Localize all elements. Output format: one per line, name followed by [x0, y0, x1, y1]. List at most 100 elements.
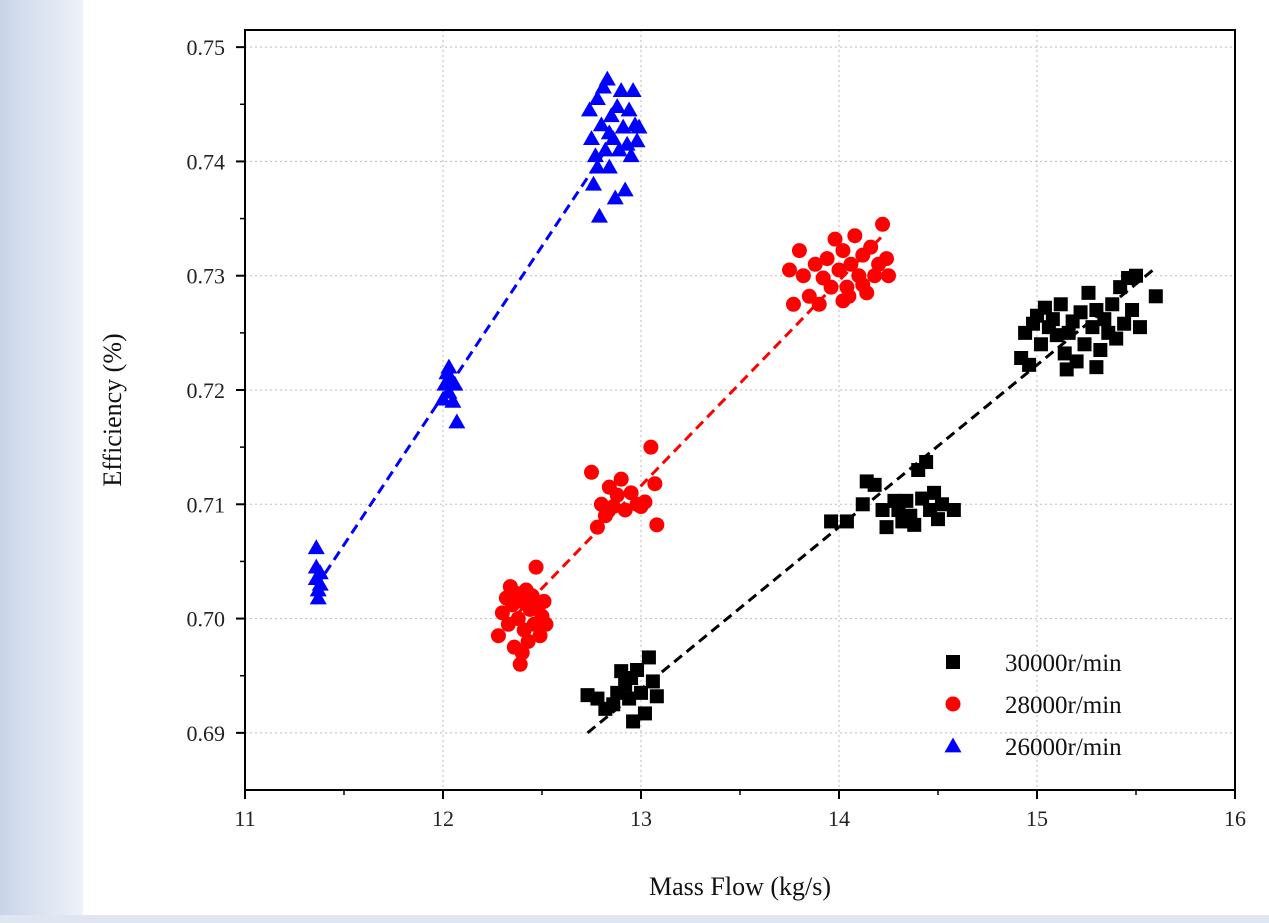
- bottom-strip: [0, 915, 1269, 923]
- data-point: [630, 118, 648, 134]
- data-point: [311, 575, 329, 591]
- data-point: [1132, 320, 1147, 335]
- data-point: [588, 90, 606, 105]
- data-point: [605, 499, 621, 515]
- legend-marker-1: [946, 655, 960, 669]
- data-point: [446, 375, 464, 391]
- data-point: [643, 439, 659, 455]
- series-1-points: [580, 268, 1163, 729]
- data-point: [538, 616, 554, 632]
- data-point: [1117, 316, 1132, 331]
- data-point: [590, 207, 608, 223]
- data-point: [807, 256, 823, 272]
- y-tick-label: 0.75: [187, 35, 226, 60]
- data-point: [637, 494, 653, 510]
- data-point: [879, 520, 894, 535]
- data-point: [1089, 360, 1104, 375]
- data-point: [785, 296, 801, 312]
- data-point: [855, 497, 870, 512]
- data-point: [600, 124, 618, 140]
- data-point: [634, 685, 648, 700]
- x-tick-label: 14: [828, 806, 850, 831]
- data-point: [946, 503, 961, 517]
- y-tick-label: 0.73: [187, 264, 226, 289]
- data-point: [823, 279, 839, 295]
- data-point: [1148, 289, 1163, 304]
- data-point: [584, 464, 599, 480]
- data-point: [1085, 320, 1100, 335]
- data-point: [875, 216, 891, 232]
- data-point: [448, 413, 466, 429]
- data-point: [630, 663, 645, 677]
- data-point: [594, 78, 612, 94]
- x-tick-label: 15: [1026, 806, 1048, 831]
- data-point: [819, 251, 835, 267]
- data-point: [919, 455, 934, 469]
- data-point: [1037, 300, 1052, 315]
- data-point: [592, 116, 610, 132]
- data-point: [536, 593, 552, 609]
- data-point: [1022, 357, 1037, 372]
- data-point: [606, 697, 621, 712]
- y-tick-label: 0.74: [187, 149, 226, 174]
- data-point: [610, 141, 628, 157]
- data-point: [934, 497, 949, 512]
- data-point: [831, 262, 847, 278]
- fit-line-1: [586, 266, 1157, 735]
- data-point: [1081, 285, 1096, 300]
- data-point: [608, 98, 626, 113]
- data-point: [879, 251, 895, 267]
- data-point: [600, 158, 618, 174]
- data-point: [524, 588, 540, 604]
- data-points: [307, 70, 1163, 729]
- data-point: [863, 239, 879, 255]
- data-point: [583, 130, 600, 145]
- data-point: [843, 256, 859, 272]
- data-point: [649, 689, 664, 704]
- data-point: [628, 132, 646, 148]
- data-point: [931, 512, 945, 527]
- data-point: [839, 514, 854, 529]
- data-point: [581, 101, 599, 117]
- data-point: [626, 714, 641, 729]
- data-point: [510, 611, 526, 627]
- data-point: [927, 485, 942, 500]
- data-point: [532, 628, 548, 644]
- data-point: [1033, 337, 1048, 352]
- data-point: [622, 691, 637, 706]
- data-point: [528, 559, 544, 575]
- data-point: [835, 243, 851, 259]
- data-point: [855, 277, 871, 293]
- data-point: [1093, 343, 1108, 357]
- data-point: [307, 539, 325, 555]
- data-point: [623, 485, 639, 501]
- data-point: [1073, 305, 1088, 320]
- y-tick-label: 0.71: [187, 492, 226, 517]
- data-point: [444, 392, 462, 408]
- data-point: [1045, 312, 1060, 327]
- y-tick-label: 0.72: [187, 378, 226, 403]
- data-point: [1097, 312, 1112, 327]
- data-point: [847, 228, 863, 244]
- data-point: [1049, 328, 1064, 343]
- data-point: [649, 517, 665, 533]
- data-point: [490, 628, 506, 644]
- data-point: [824, 514, 839, 529]
- data-point: [512, 656, 528, 672]
- data-point: [1069, 354, 1084, 369]
- data-point: [502, 579, 518, 595]
- data-point: [875, 503, 890, 517]
- data-point: [520, 633, 536, 649]
- y-tick-label: 0.69: [187, 721, 226, 746]
- data-point: [584, 175, 602, 191]
- data-point: [899, 493, 914, 508]
- y-axis-title: Efficiency (%): [98, 333, 127, 486]
- x-tick-label: 16: [1224, 806, 1246, 831]
- data-point: [811, 296, 827, 312]
- data-point: [596, 141, 614, 157]
- data-point: [907, 517, 922, 532]
- legend-marker-2: [945, 696, 961, 712]
- fit-line-3: [315, 146, 609, 588]
- data-point: [795, 268, 811, 284]
- data-point: [616, 181, 634, 197]
